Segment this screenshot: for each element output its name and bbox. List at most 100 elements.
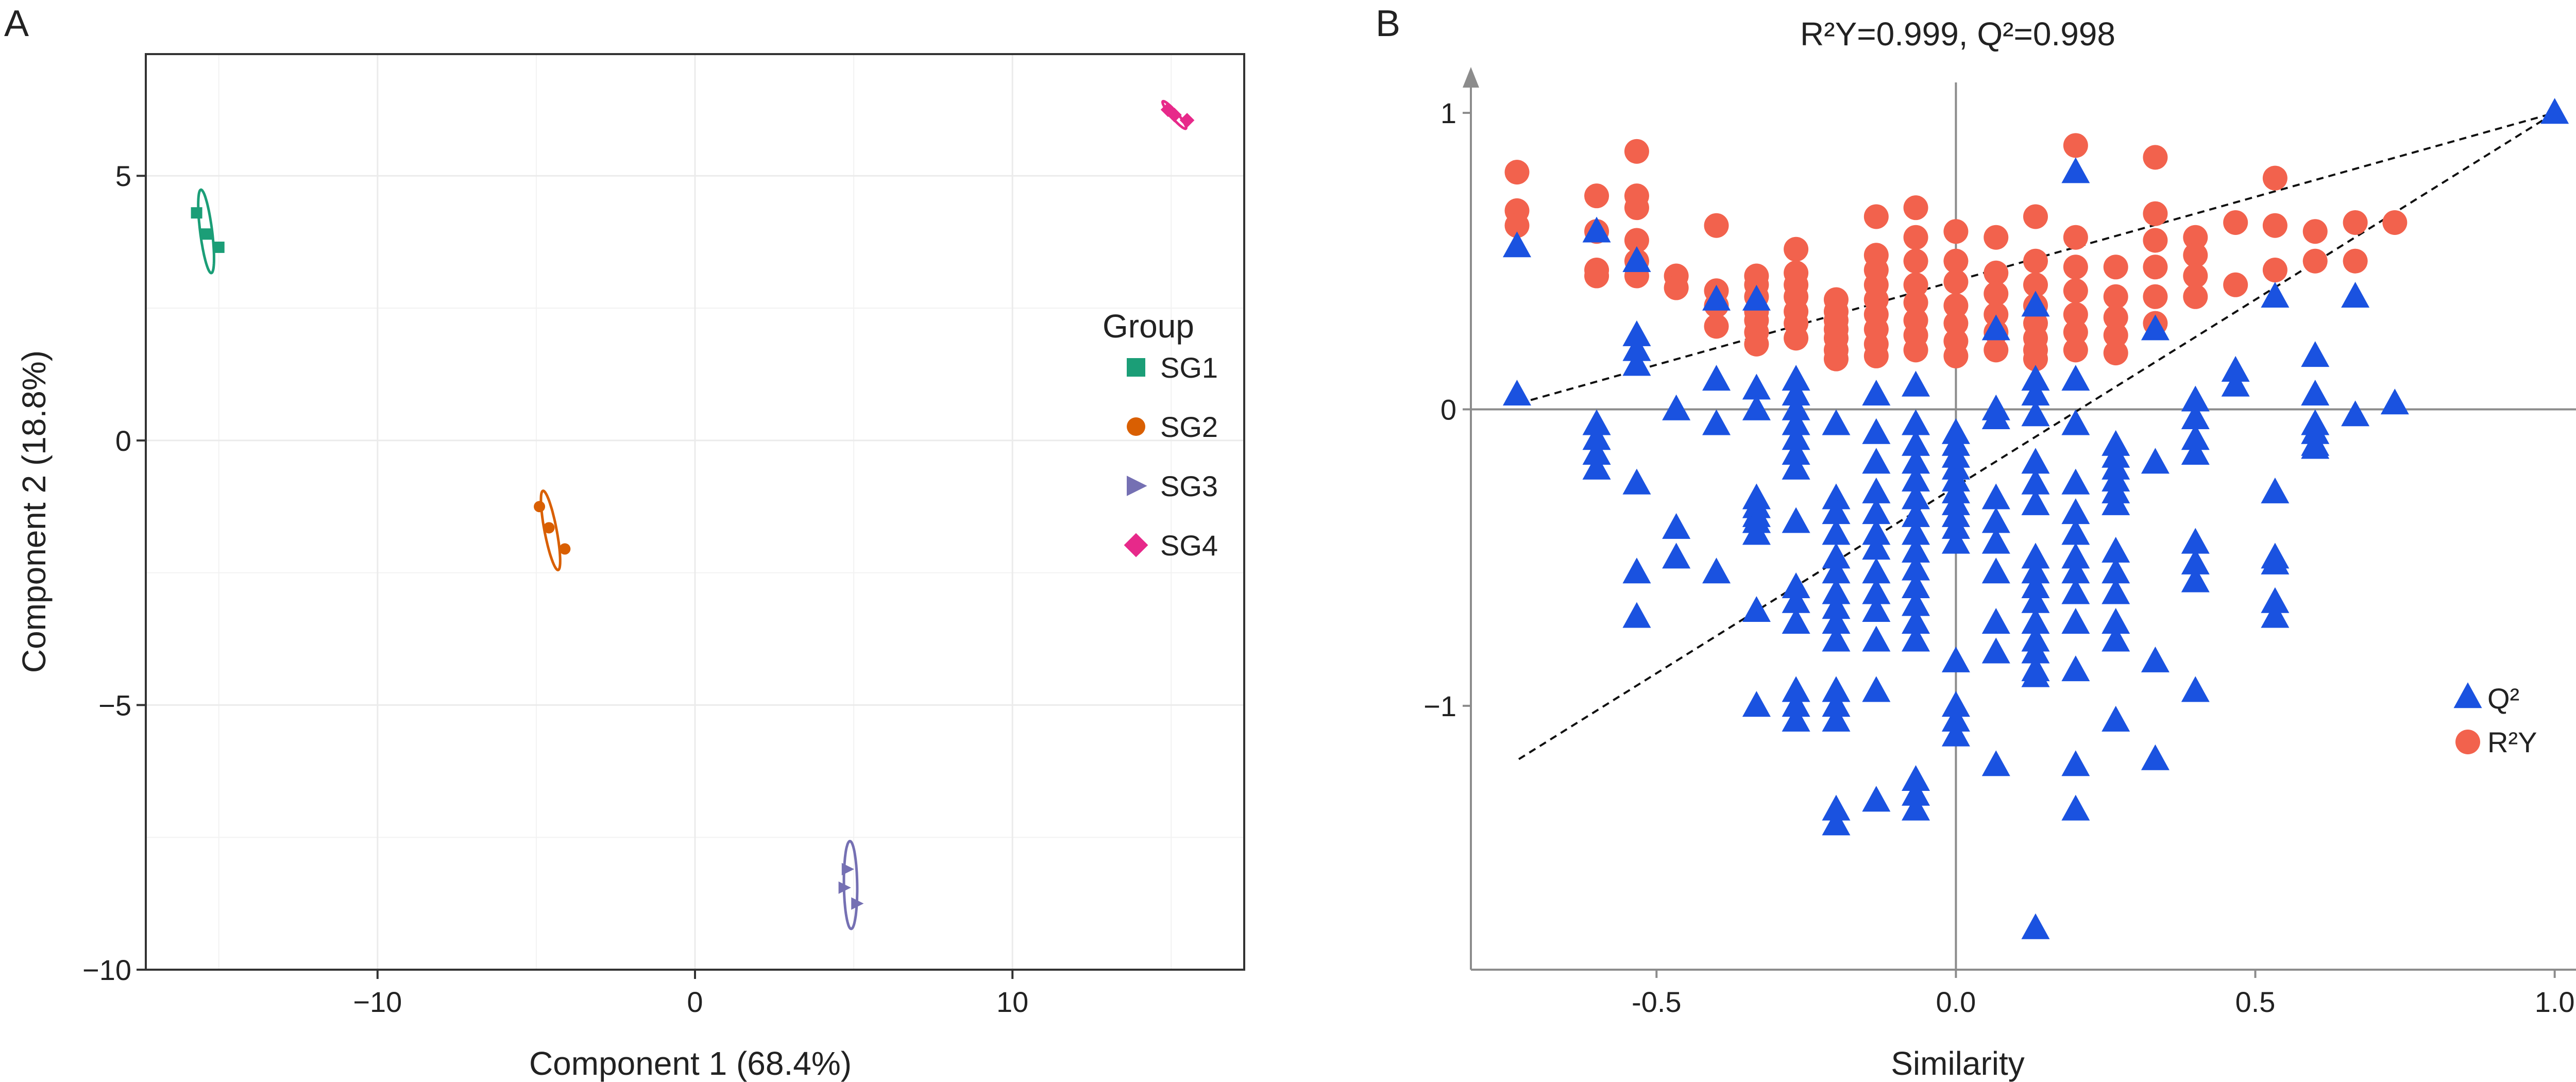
q2-point — [2021, 543, 2050, 569]
q2-point — [1941, 513, 1970, 539]
r2y-point — [2223, 272, 2248, 297]
q2-point — [2021, 608, 2050, 634]
legend-sg4-marker — [1124, 533, 1148, 557]
permutation-chart-title: R²Y=0.999, Q²=0.998 — [1800, 15, 2115, 53]
permutation-x-tick-label: 0.0 — [1936, 986, 1976, 1018]
q2-point — [2102, 578, 2130, 604]
pca-score-plot: −10 0 10 −10 −5 0 5 Component 1 (68.4%) Compon… — [15, 53, 1245, 1082]
pca-x-tick-label: 0 — [687, 986, 703, 1018]
q2-regression-line — [1518, 112, 2555, 760]
q2-point — [1981, 507, 2010, 533]
q2-point — [1822, 557, 1851, 584]
q2-point — [1782, 365, 1810, 391]
q2-point — [1822, 676, 1851, 702]
r2y-point — [1943, 269, 1969, 295]
q2-point — [1902, 554, 1930, 581]
q2-point — [1862, 498, 1891, 525]
r2y-point — [1984, 225, 2009, 250]
r2y-point — [2103, 284, 2128, 309]
q2-point — [1941, 528, 1970, 554]
sg2-point — [559, 543, 571, 555]
r2y-point — [1984, 281, 2009, 307]
q2-point — [1622, 350, 1651, 376]
q2-point — [2061, 750, 2090, 776]
q2-point — [1822, 625, 1851, 652]
q2-point — [1981, 557, 2010, 584]
q2-point — [2102, 557, 2130, 584]
q2-point — [2301, 341, 2330, 367]
q2-point — [2181, 566, 2210, 593]
q2-point — [1862, 676, 1891, 702]
q2-point — [1822, 519, 1851, 545]
q2-point — [1822, 705, 1851, 732]
q2-point — [1862, 786, 1891, 812]
q2-point — [2061, 468, 2090, 495]
q2-point — [1782, 572, 1810, 598]
q2-point — [1902, 590, 1930, 616]
q2-point — [2102, 625, 2130, 652]
q2-point — [1862, 625, 1891, 652]
q2-point — [1742, 519, 1771, 545]
r2y-point — [1784, 236, 1809, 262]
q2-point — [1902, 430, 1930, 456]
q2-point — [1622, 246, 1651, 273]
q2-point — [2261, 587, 2290, 613]
q2-point — [1622, 602, 1651, 628]
q2-point — [1941, 720, 1970, 747]
r2y-point — [2103, 323, 2128, 348]
q2-point — [1822, 794, 1851, 821]
r2y-point — [2143, 145, 2168, 170]
r2y-point — [1984, 260, 2009, 285]
q2-point — [1782, 676, 1810, 702]
q2-point — [2341, 400, 2370, 427]
q2-point — [1822, 593, 1851, 619]
q2-point — [1902, 519, 1930, 545]
r2y-point — [2063, 133, 2088, 158]
q2-point — [2181, 548, 2210, 574]
sg3-point — [851, 897, 864, 910]
panel-b-label: B — [1376, 3, 1400, 44]
r2y-point — [1943, 343, 1969, 368]
q2-point — [2061, 365, 2090, 391]
r2y-point — [2023, 204, 2048, 229]
legend-sg3-marker — [1127, 476, 1147, 496]
permutation-test-plot: R²Y=0.999, Q²=0.998 -0.5 0.0 0.5 1.0 1 0 −1 Si… — [1423, 15, 2576, 1082]
r2y-point — [2262, 213, 2287, 238]
sg2-point — [534, 501, 546, 513]
pca-x-tick-label: −10 — [353, 986, 402, 1018]
permutation-x-tick-label: -0.5 — [1632, 986, 1682, 1018]
permutation-y-tick-label: 0 — [1440, 393, 1456, 426]
r2y-point — [2103, 305, 2128, 330]
sg2-point — [543, 522, 555, 534]
permutation-axis-ticks: -0.5 0.0 0.5 1.0 1 0 −1 — [1423, 97, 2574, 1018]
panel-a-label: A — [4, 3, 29, 44]
q2-point — [1902, 625, 1930, 652]
q2-point — [1782, 587, 1810, 613]
q2-point — [1582, 216, 1611, 243]
q2-point — [2181, 385, 2210, 412]
q2-point — [1782, 394, 1810, 420]
q2-point — [1862, 379, 1891, 405]
legend-r2y-marker — [2455, 730, 2480, 754]
q2-point — [1902, 370, 1930, 397]
sg2-ellipse — [539, 489, 562, 571]
q2-point — [2061, 498, 2090, 525]
q2-point — [2061, 409, 2090, 435]
q2-point — [1742, 691, 1771, 717]
r2y-point — [1624, 139, 1649, 164]
permutation-legend: Q² R²Y — [2453, 682, 2537, 758]
r2y-point — [2143, 228, 2168, 253]
r2y-point — [1903, 290, 1928, 315]
q2-point — [1902, 448, 1930, 474]
q2-point — [2102, 705, 2130, 732]
q2-point — [1941, 691, 1970, 717]
q2-point — [1981, 528, 2010, 554]
q2-point — [2221, 370, 2250, 397]
q2-point — [1862, 477, 1891, 503]
legend-r2y-label: R²Y — [2487, 726, 2537, 758]
q2-point — [2261, 548, 2290, 574]
q2-point — [1622, 468, 1651, 495]
r2y-point — [1943, 293, 1969, 318]
r2y-point — [1823, 346, 1849, 371]
